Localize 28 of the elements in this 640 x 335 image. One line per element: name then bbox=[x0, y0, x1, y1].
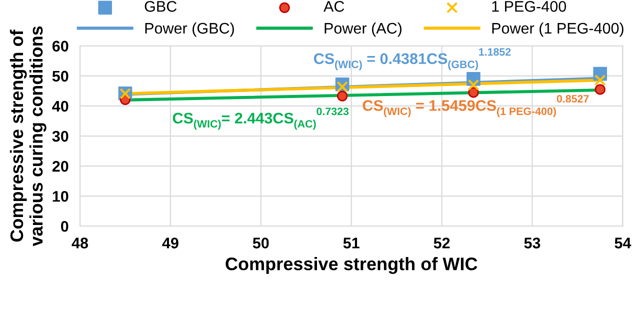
x-axis-title: Compressive strength of WIC bbox=[226, 257, 478, 274]
point bbox=[468, 79, 480, 91]
legend-label: Power (AC) bbox=[324, 22, 402, 37]
point bbox=[468, 87, 479, 98]
legend-label: GBC bbox=[144, 1, 177, 12]
point bbox=[336, 81, 348, 92]
x-tick-label: 50 bbox=[252, 238, 269, 248]
y-tick-label: 50 bbox=[52, 70, 68, 82]
legend-label: 1 PEG-400 bbox=[492, 1, 566, 12]
y-tick-label: 40 bbox=[52, 100, 68, 112]
x-tick-label: 53 bbox=[524, 238, 540, 248]
y-tick-label: 30 bbox=[52, 130, 68, 142]
legend-label: AC bbox=[324, 1, 344, 12]
y-axis-title: Compressive strength of various curing conditions bbox=[10, 26, 46, 246]
y-tick-label: 20 bbox=[52, 160, 68, 172]
x-tick-label: 54 bbox=[614, 238, 632, 248]
point bbox=[594, 84, 606, 95]
y-tick-label: 60 bbox=[52, 40, 68, 52]
legend-label: Power (GBC) bbox=[145, 22, 234, 37]
point bbox=[594, 74, 606, 86]
x-tick-label: 52 bbox=[434, 238, 450, 248]
y-tick-label: 10 bbox=[52, 190, 68, 202]
x-tick-label: 49 bbox=[162, 238, 178, 248]
point bbox=[336, 90, 348, 102]
x-tick-label: 48 bbox=[72, 238, 88, 248]
y-tick-label: 0 bbox=[60, 220, 68, 232]
x-tick-label: 51 bbox=[343, 238, 360, 248]
legend-label: Power (1 PEG-400) bbox=[492, 22, 624, 37]
